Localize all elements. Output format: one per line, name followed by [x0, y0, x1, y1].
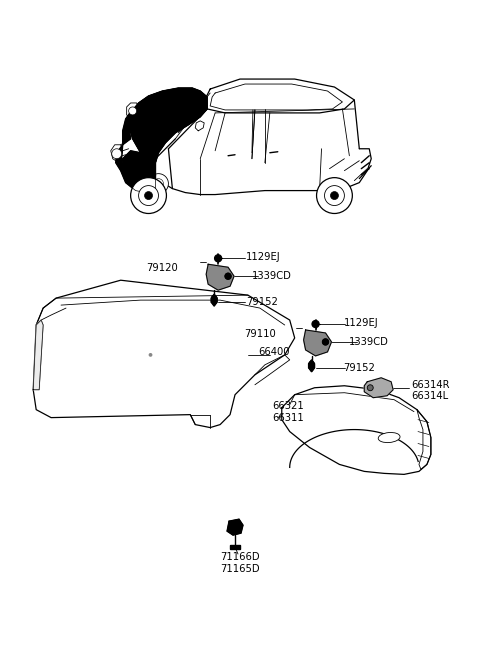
Text: 66314R: 66314R [411, 380, 449, 390]
Circle shape [215, 255, 222, 262]
Circle shape [330, 192, 338, 199]
Circle shape [212, 296, 216, 300]
Circle shape [154, 178, 164, 188]
Text: 66321: 66321 [272, 401, 303, 411]
Circle shape [144, 192, 153, 199]
Text: 1129EJ: 1129EJ [246, 253, 281, 262]
Ellipse shape [378, 432, 400, 443]
Circle shape [131, 178, 167, 213]
Circle shape [225, 274, 231, 279]
Circle shape [225, 274, 231, 279]
Text: 66400: 66400 [258, 347, 289, 357]
Text: 1339CD: 1339CD [349, 337, 389, 347]
Polygon shape [364, 378, 393, 398]
Text: 71166D: 71166D [220, 552, 260, 562]
Polygon shape [116, 105, 139, 171]
Text: 66311: 66311 [272, 413, 303, 422]
Text: 79120: 79120 [146, 263, 179, 274]
Polygon shape [129, 88, 207, 176]
Text: 79110: 79110 [244, 329, 276, 339]
Text: 1339CD: 1339CD [252, 271, 292, 281]
Circle shape [149, 354, 152, 356]
Text: 66314L: 66314L [411, 391, 448, 401]
Polygon shape [304, 330, 332, 356]
Circle shape [309, 361, 314, 366]
Circle shape [323, 339, 328, 345]
Circle shape [312, 321, 319, 327]
Circle shape [324, 186, 344, 205]
Polygon shape [33, 320, 43, 390]
Circle shape [139, 186, 158, 205]
Circle shape [129, 107, 137, 115]
Text: 71165D: 71165D [220, 564, 260, 574]
Polygon shape [120, 151, 156, 193]
Circle shape [112, 149, 122, 159]
Polygon shape [230, 545, 240, 549]
Circle shape [148, 174, 168, 194]
Circle shape [316, 178, 352, 213]
Circle shape [367, 385, 373, 391]
Polygon shape [206, 264, 234, 290]
Text: 79152: 79152 [343, 363, 375, 373]
Text: 1129EJ: 1129EJ [343, 318, 378, 328]
Polygon shape [309, 360, 314, 372]
Text: 79152: 79152 [246, 297, 278, 307]
Polygon shape [227, 519, 243, 535]
Circle shape [323, 339, 328, 345]
Polygon shape [211, 294, 217, 306]
